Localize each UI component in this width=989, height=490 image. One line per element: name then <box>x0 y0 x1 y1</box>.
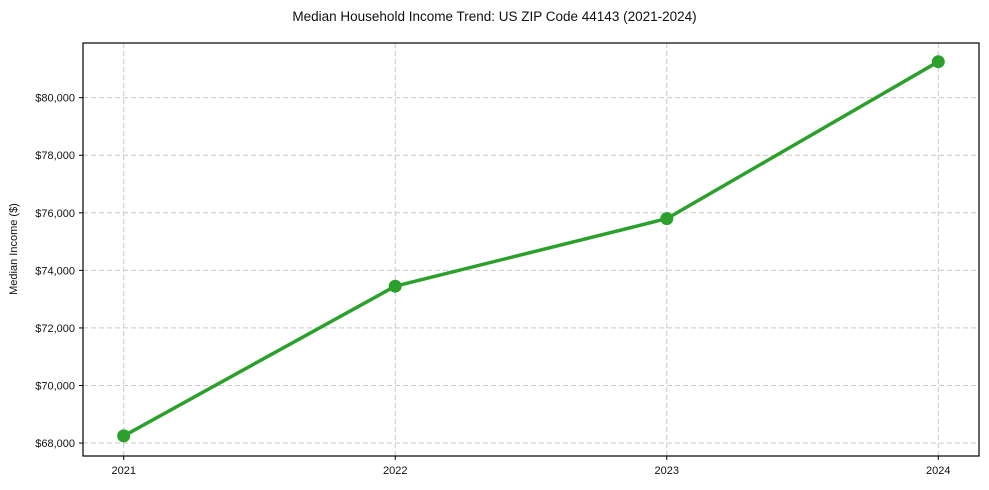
x-tick-label: 2024 <box>926 465 950 477</box>
y-tick-label: $72,000 <box>35 323 75 335</box>
y-tick-label: $68,000 <box>35 438 75 450</box>
y-tick-label: $70,000 <box>35 380 75 392</box>
trend-line <box>121 59 941 438</box>
x-tick-label: 2021 <box>111 465 135 477</box>
data-point-marker <box>660 212 674 226</box>
y-tick-label: $78,000 <box>35 150 75 162</box>
y-tick-label: $76,000 <box>35 208 75 220</box>
data-point-marker <box>931 55 945 69</box>
y-tick-label: $74,000 <box>35 265 75 277</box>
y-tick-label: $80,000 <box>35 93 75 105</box>
data-point-marker <box>117 429 131 443</box>
x-tick-label: 2022 <box>383 465 407 477</box>
data-point-marker <box>388 279 402 293</box>
chart-title: Median Household Income Trend: US ZIP Co… <box>292 9 697 24</box>
x-tick-label: 2023 <box>655 465 679 477</box>
plot-border <box>82 42 980 457</box>
